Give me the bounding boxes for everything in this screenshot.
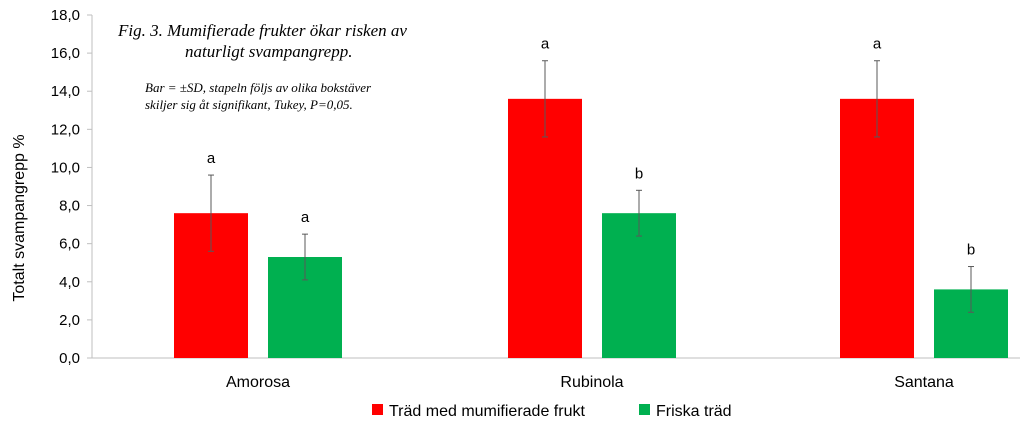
chart-note-line-1: Bar = ±SD, stapeln följs av olika bokstä… bbox=[145, 80, 372, 95]
y-tick-label: 4,0 bbox=[59, 274, 80, 291]
legend-swatch-healthy bbox=[639, 404, 650, 415]
error-bars bbox=[208, 60, 974, 313]
y-tick-label: 2,0 bbox=[59, 312, 80, 329]
significance-letter: a bbox=[541, 36, 550, 53]
x-axis-categories: Amorosa Rubinola Santana bbox=[226, 374, 954, 391]
significance-letter: b bbox=[635, 165, 643, 182]
y-tick-label: 8,0 bbox=[59, 198, 80, 215]
x-category-label: Santana bbox=[894, 374, 954, 391]
bars bbox=[174, 98, 1008, 358]
bar bbox=[602, 213, 676, 358]
y-axis-label: Totalt svampangrepp % bbox=[11, 134, 28, 301]
y-tick-label: 16,0 bbox=[51, 45, 80, 62]
significance-letter: b bbox=[967, 242, 975, 259]
chart-title-line-1: Fig. 3. Mumifierade frukter ökar risken … bbox=[117, 21, 407, 40]
y-tick-label: 18,0 bbox=[51, 7, 80, 24]
significance-letter: a bbox=[207, 150, 216, 167]
chart-note: Bar = ±SD, stapeln följs av olika bokstä… bbox=[145, 80, 372, 112]
chart-title: Fig. 3. Mumifierade frukter ökar risken … bbox=[117, 21, 407, 61]
legend-swatch-mummified bbox=[372, 404, 383, 415]
y-tick-label: 12,0 bbox=[51, 121, 80, 138]
y-tick-label: 14,0 bbox=[51, 83, 80, 100]
y-tick-label: 6,0 bbox=[59, 236, 80, 253]
y-axis: 0,0 2,0 4,0 6,0 8,0 10,0 12,0 14,0 16,0 18,0 bbox=[51, 7, 93, 367]
x-category-label: Rubinola bbox=[560, 374, 623, 391]
legend-label-mummified: Träd med mumifierade frukt bbox=[389, 403, 585, 420]
legend: Träd med mumifierade frukt Friska träd bbox=[372, 403, 732, 420]
significance-letter: a bbox=[301, 209, 310, 226]
x-category-label: Amorosa bbox=[226, 374, 290, 391]
legend-label-healthy: Friska träd bbox=[656, 403, 732, 420]
chart-note-line-2: skiljer sig åt signifikant, Tukey, P=0,0… bbox=[145, 97, 353, 112]
bar bbox=[840, 98, 914, 358]
bar bbox=[508, 98, 582, 358]
y-tick-label: 10,0 bbox=[51, 159, 80, 176]
significance-letters: a a a b a b bbox=[207, 36, 975, 259]
y-tick-label: 0,0 bbox=[59, 350, 80, 367]
significance-letter: a bbox=[873, 36, 882, 53]
chart-title-line-2: naturligt svampangrepp. bbox=[185, 42, 352, 61]
